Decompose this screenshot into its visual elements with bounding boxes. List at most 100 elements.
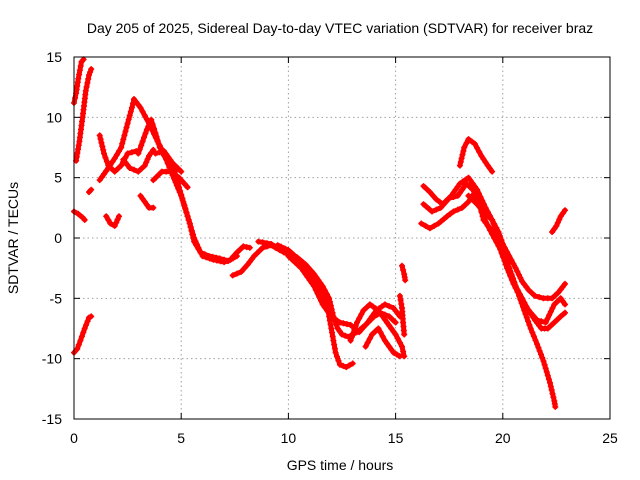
data-point-marker	[316, 294, 323, 301]
data-point-marker	[115, 165, 121, 172]
data-point-marker	[86, 72, 92, 79]
data-point-marker	[562, 207, 568, 214]
data-point-marker	[433, 206, 440, 213]
data-point-marker	[548, 322, 554, 329]
data-point-marker	[75, 210, 82, 217]
data-point-marker	[268, 241, 275, 247]
series-arc-21	[396, 292, 408, 338]
data-point-marker	[461, 144, 468, 151]
data-point-marker	[513, 285, 520, 292]
data-point-marker	[520, 303, 526, 310]
data-point-marker	[101, 150, 107, 157]
data-point-marker	[153, 174, 160, 181]
y-tick-label: 5	[54, 170, 62, 186]
data-point-marker	[399, 343, 405, 350]
data-point-marker	[105, 216, 112, 223]
data-point-marker	[352, 323, 359, 330]
data-point-marker	[492, 227, 499, 234]
x-tick-labels: 0 5 10 15 20 25	[70, 430, 618, 446]
data-point-marker	[356, 329, 363, 336]
data-point-marker	[221, 256, 228, 263]
series-arc-19	[347, 301, 408, 360]
data-point-marker	[508, 271, 515, 278]
data-point-marker	[549, 295, 556, 302]
data-point-marker	[237, 246, 244, 253]
data-point-marker	[141, 112, 148, 119]
data-point-marker	[553, 222, 560, 229]
data-point-marker	[295, 262, 301, 269]
data-point-marker	[119, 140, 126, 147]
data-point-marker	[107, 220, 114, 227]
data-point-marker	[311, 283, 318, 290]
data-point-marker	[459, 204, 466, 211]
data-point-marker	[468, 195, 475, 202]
data-point-marker	[88, 66, 95, 73]
data-point-marker	[72, 95, 79, 101]
series-arc-11	[131, 96, 240, 264]
data-point-marker	[143, 126, 150, 133]
data-point-marker	[361, 322, 368, 329]
data-point-marker	[264, 240, 270, 247]
data-point-marker	[116, 148, 122, 155]
data-point-marker	[562, 309, 568, 316]
data-point-marker	[429, 208, 435, 215]
data-point-marker	[426, 225, 433, 232]
data-point-marker	[486, 227, 493, 233]
data-point-marker	[137, 104, 144, 111]
data-point-marker	[336, 319, 343, 326]
data-point-marker	[476, 148, 483, 155]
data-point-marker	[358, 311, 365, 318]
data-point-marker	[318, 297, 324, 304]
data-point-marker	[354, 319, 360, 326]
data-point-marker	[504, 260, 511, 267]
data-point-marker	[457, 159, 464, 165]
plot-frame	[73, 56, 611, 420]
data-point-marker	[559, 210, 566, 217]
data-point-marker	[156, 142, 163, 149]
series-arc-03	[71, 208, 88, 223]
data-point-marker	[175, 165, 182, 172]
data-point-marker	[471, 189, 478, 196]
data-point-marker	[88, 186, 95, 193]
data-point-marker	[150, 146, 157, 153]
data-point-marker	[546, 312, 553, 319]
data-point-marker	[88, 313, 95, 320]
data-point-marker	[306, 277, 313, 284]
data-point-marker	[444, 213, 451, 220]
series-arc-13	[150, 168, 191, 191]
data-point-marker	[150, 204, 157, 211]
data-point-marker	[175, 180, 181, 187]
data-point-marker	[514, 268, 521, 275]
data-point-marker	[306, 268, 313, 275]
data-point-marker	[499, 245, 506, 252]
data-point-marker	[478, 152, 485, 159]
data-point-marker	[400, 348, 407, 355]
data-point-marker	[562, 301, 568, 308]
data-point-marker	[225, 257, 232, 264]
data-point-marker	[430, 192, 437, 199]
data-point-marker	[505, 264, 512, 270]
data-point-marker	[541, 361, 548, 368]
data-point-marker	[498, 242, 505, 249]
data-point-marker	[181, 181, 188, 188]
data-point-marker	[238, 268, 245, 275]
data-point-marker	[179, 195, 186, 202]
data-point-marker	[523, 314, 530, 321]
series-arc-05	[86, 186, 95, 196]
series-arc-09	[120, 146, 157, 175]
x-tick-label: 10	[281, 430, 297, 446]
data-point-marker	[128, 104, 135, 111]
data-point-marker	[116, 213, 122, 220]
data-point-marker	[98, 174, 105, 181]
data-point-marker	[550, 394, 557, 401]
data-point-marker	[181, 202, 188, 209]
data-point-marker	[372, 328, 379, 335]
x-tick-label: 5	[177, 430, 185, 446]
data-point-marker	[548, 387, 555, 393]
data-point-marker	[473, 193, 480, 199]
data-point-marker	[229, 255, 236, 262]
data-point-marker	[103, 213, 110, 220]
data-point-marker	[450, 194, 457, 200]
data-point-marker	[259, 244, 266, 251]
data-point-marker	[143, 159, 150, 166]
